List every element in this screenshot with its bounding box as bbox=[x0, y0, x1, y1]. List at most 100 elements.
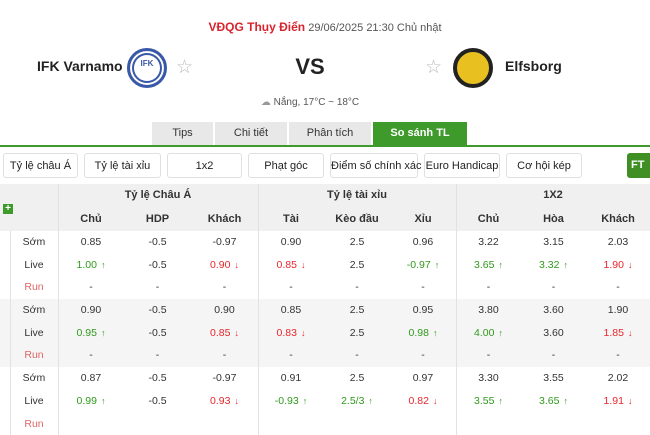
odds-cell: 4.00↑ bbox=[456, 322, 521, 345]
arrow-down-icon: ↓ bbox=[628, 396, 633, 406]
odds-cell: - bbox=[58, 276, 124, 299]
market-euro-handicap[interactable]: Euro Handicap bbox=[424, 153, 500, 178]
odds-cell: - bbox=[191, 276, 258, 299]
odds-cell: 1.90↓ bbox=[586, 254, 650, 277]
odds-cell: 0.90↓ bbox=[191, 254, 258, 277]
odds-cell: -0.5 bbox=[124, 231, 191, 254]
tab-divider bbox=[0, 145, 650, 147]
arrow-down-icon: ↓ bbox=[301, 260, 306, 270]
divider bbox=[58, 367, 59, 435]
vs-label: VS bbox=[285, 54, 335, 80]
arrow-up-icon: ↑ bbox=[563, 260, 568, 270]
away-team-logo bbox=[453, 48, 493, 88]
home-team-logo: IFK bbox=[127, 48, 167, 88]
league-name[interactable]: VĐQG Thụy Điển bbox=[208, 20, 305, 34]
odds-cell: -0.5 bbox=[124, 390, 191, 413]
match-datetime: 29/06/2025 21:30 Chủ nhật bbox=[308, 22, 441, 34]
tab-details[interactable]: Chi tiết bbox=[215, 122, 287, 145]
odds-cell: 0.96 bbox=[390, 231, 456, 254]
odds-cell: 0.90 bbox=[191, 299, 258, 322]
sun-cloud-icon: ☁ bbox=[261, 97, 271, 108]
column-header: HDP bbox=[124, 207, 191, 231]
market-asian-handicap[interactable]: Tỷ lệ châu Á bbox=[3, 153, 78, 178]
odds-cell: - bbox=[390, 344, 456, 367]
weather: ☁ Nắng, 17°C ~ 18°C bbox=[240, 97, 380, 108]
arrow-up-icon: ↑ bbox=[435, 260, 440, 270]
odds-cell: - bbox=[324, 276, 390, 299]
divider bbox=[258, 367, 259, 435]
row-label: Live bbox=[10, 322, 58, 345]
odds-cell: - bbox=[58, 344, 124, 367]
divider bbox=[10, 367, 11, 435]
away-team-name[interactable]: Elfsborg bbox=[505, 58, 562, 74]
arrow-down-icon: ↓ bbox=[628, 260, 633, 270]
market-bar: Tỷ lệ châu Á Tỷ lệ tài xỉu 1x2 Phạt góc … bbox=[0, 153, 582, 178]
arrow-up-icon: ↑ bbox=[303, 396, 308, 406]
odds-cell: 1.90 bbox=[586, 299, 650, 322]
divider bbox=[58, 299, 59, 367]
table-row: Run bbox=[0, 413, 650, 435]
market-1x2[interactable]: 1x2 bbox=[167, 153, 242, 178]
column-header: Khách bbox=[191, 207, 258, 231]
odds-cell: 3.65↑ bbox=[456, 254, 521, 277]
column-header: Kèo đầu bbox=[324, 207, 390, 231]
odds-cell: - bbox=[191, 344, 258, 367]
odds-cell: 0.82↓ bbox=[390, 390, 456, 413]
odds-cell: 0.95↑ bbox=[58, 322, 124, 345]
odds-cell: 3.60 bbox=[521, 299, 586, 322]
odds-cell: 0.97 bbox=[390, 367, 456, 390]
odds-cell: 3.55↑ bbox=[456, 390, 521, 413]
ft-button[interactable]: FT bbox=[627, 153, 650, 178]
favorite-home-star-icon[interactable]: ☆ bbox=[176, 57, 193, 79]
market-corners[interactable]: Phạt góc bbox=[248, 153, 324, 178]
market-over-under[interactable]: Tỷ lệ tài xỉu bbox=[84, 153, 161, 178]
tab-tips[interactable]: Tips bbox=[152, 122, 213, 145]
weather-text: Nắng, 17°C ~ 18°C bbox=[274, 97, 360, 108]
odds-cell: 0.87 bbox=[58, 367, 124, 390]
arrow-down-icon: ↓ bbox=[433, 396, 438, 406]
arrow-down-icon: ↓ bbox=[234, 260, 239, 270]
favorite-away-star-icon[interactable]: ☆ bbox=[425, 57, 442, 79]
divider bbox=[58, 184, 59, 231]
odds-cell: 3.55 bbox=[521, 367, 586, 390]
odds-cell: 2.5 bbox=[324, 322, 390, 345]
market-correct-score[interactable]: Điểm số chính xác bbox=[330, 153, 418, 178]
home-team-name[interactable]: IFK Varnamo bbox=[37, 58, 123, 74]
divider bbox=[456, 299, 457, 367]
arrow-up-icon: ↑ bbox=[101, 260, 106, 270]
odds-cell: 3.15 bbox=[521, 231, 586, 254]
odds-cell: 0.95 bbox=[390, 299, 456, 322]
group-over-under: Tỷ lệ tài xỉu bbox=[258, 184, 456, 207]
market-double-chance[interactable]: Cơ hội kép bbox=[506, 153, 582, 178]
column-header: Tài bbox=[258, 207, 324, 231]
tab-analysis[interactable]: Phân tích bbox=[289, 122, 371, 145]
group-asian: Tỷ lệ Châu Á bbox=[58, 184, 258, 207]
arrow-down-icon: ↓ bbox=[234, 396, 239, 406]
odds-cell: - bbox=[258, 344, 324, 367]
odds-cell: 0.85↓ bbox=[258, 254, 324, 277]
odds-cell: 2.5 bbox=[324, 299, 390, 322]
odds-cell: -0.5 bbox=[124, 322, 191, 345]
odds-cell: - bbox=[324, 344, 390, 367]
odds-cell: 3.22 bbox=[456, 231, 521, 254]
arrow-down-icon: ↓ bbox=[628, 328, 633, 338]
arrow-up-icon: ↑ bbox=[101, 328, 106, 338]
odds-cell: 2.03 bbox=[586, 231, 650, 254]
expand-plus-icon[interactable]: + bbox=[3, 204, 13, 214]
row-label: Live bbox=[10, 390, 58, 413]
odds-cell: 0.99↑ bbox=[58, 390, 124, 413]
odds-cell: 0.83↓ bbox=[258, 322, 324, 345]
divider bbox=[10, 299, 11, 367]
odds-cell: 0.98↑ bbox=[390, 322, 456, 345]
odds-cell: 0.90 bbox=[258, 231, 324, 254]
tab-odds-compare[interactable]: So sánh TL bbox=[373, 122, 467, 145]
odds-cell: 3.32↑ bbox=[521, 254, 586, 277]
column-header: Xỉu bbox=[390, 207, 456, 231]
odds-cell: - bbox=[390, 276, 456, 299]
